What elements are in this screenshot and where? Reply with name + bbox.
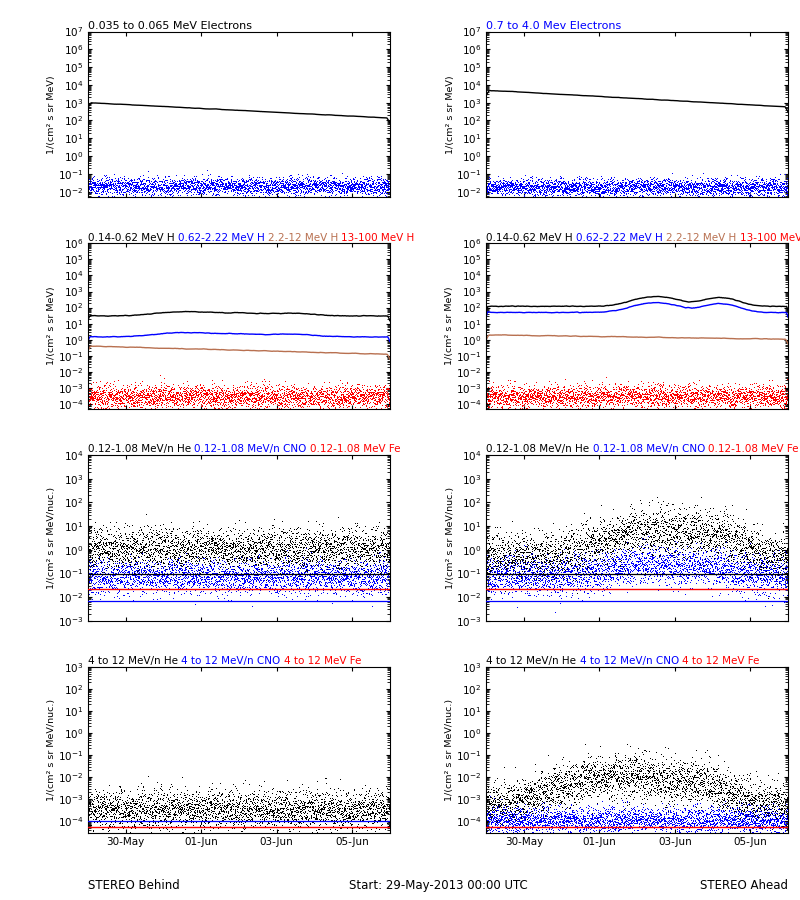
Text: STEREO Ahead: STEREO Ahead	[700, 879, 788, 892]
Text: 0.12-1.08 MeV/n CNO: 0.12-1.08 MeV/n CNO	[593, 445, 708, 455]
Y-axis label: 1/(cm² s sr MeV): 1/(cm² s sr MeV)	[47, 287, 56, 365]
Text: 4 to 12 MeV/n CNO: 4 to 12 MeV/n CNO	[579, 656, 682, 666]
Text: 0.035 to 0.065 MeV Electrons: 0.035 to 0.065 MeV Electrons	[88, 21, 252, 31]
Text: 0.14-0.62 MeV H: 0.14-0.62 MeV H	[88, 232, 178, 242]
Y-axis label: 1/(cm² s sr MeV/nuc.): 1/(cm² s sr MeV/nuc.)	[446, 487, 454, 589]
Text: 4 to 12 MeV Fe: 4 to 12 MeV Fe	[284, 656, 364, 666]
Y-axis label: 1/(cm² s sr MeV/nuc.): 1/(cm² s sr MeV/nuc.)	[47, 698, 56, 801]
Text: 4 to 12 MeV/n CNO: 4 to 12 MeV/n CNO	[182, 656, 284, 666]
Text: 0.62-2.22 MeV H: 0.62-2.22 MeV H	[178, 232, 268, 242]
Y-axis label: 1/(cm² s sr MeV/nuc.): 1/(cm² s sr MeV/nuc.)	[47, 487, 56, 589]
Text: 4 to 12 MeV Fe: 4 to 12 MeV Fe	[682, 656, 762, 666]
Y-axis label: 1/(cm² s sr MeV): 1/(cm² s sr MeV)	[446, 287, 454, 365]
Y-axis label: 1/(cm² s sr MeV/nuc.): 1/(cm² s sr MeV/nuc.)	[446, 698, 454, 801]
Text: 0.12-1.08 MeV/n CNO: 0.12-1.08 MeV/n CNO	[194, 445, 310, 455]
Text: 0.7 to 4.0 Mev Electrons: 0.7 to 4.0 Mev Electrons	[486, 21, 622, 31]
Text: 13-100 MeV H: 13-100 MeV H	[342, 232, 418, 242]
Text: 0.12-1.08 MeV Fe: 0.12-1.08 MeV Fe	[708, 445, 800, 455]
Text: 2.2-12 MeV H: 2.2-12 MeV H	[268, 232, 342, 242]
Text: 4 to 12 MeV/n He: 4 to 12 MeV/n He	[88, 656, 182, 666]
Y-axis label: 1/(cm² s sr MeV): 1/(cm² s sr MeV)	[446, 75, 454, 154]
Text: 4 to 12 MeV/n He: 4 to 12 MeV/n He	[486, 656, 579, 666]
Text: 0.12-1.08 MeV Fe: 0.12-1.08 MeV Fe	[310, 445, 404, 455]
Text: STEREO Behind: STEREO Behind	[88, 879, 180, 892]
Y-axis label: 1/(cm² s sr MeV): 1/(cm² s sr MeV)	[47, 75, 56, 154]
Text: 0.14-0.62 MeV H: 0.14-0.62 MeV H	[486, 232, 576, 242]
Text: 0.12-1.08 MeV/n He: 0.12-1.08 MeV/n He	[486, 445, 593, 455]
Text: Start: 29-May-2013 00:00 UTC: Start: 29-May-2013 00:00 UTC	[349, 879, 528, 892]
Text: 2.2-12 MeV H: 2.2-12 MeV H	[666, 232, 740, 242]
Text: 0.12-1.08 MeV/n He: 0.12-1.08 MeV/n He	[88, 445, 194, 455]
Text: 13-100 MeV H: 13-100 MeV H	[740, 232, 800, 242]
Text: 0.62-2.22 MeV H: 0.62-2.22 MeV H	[576, 232, 666, 242]
